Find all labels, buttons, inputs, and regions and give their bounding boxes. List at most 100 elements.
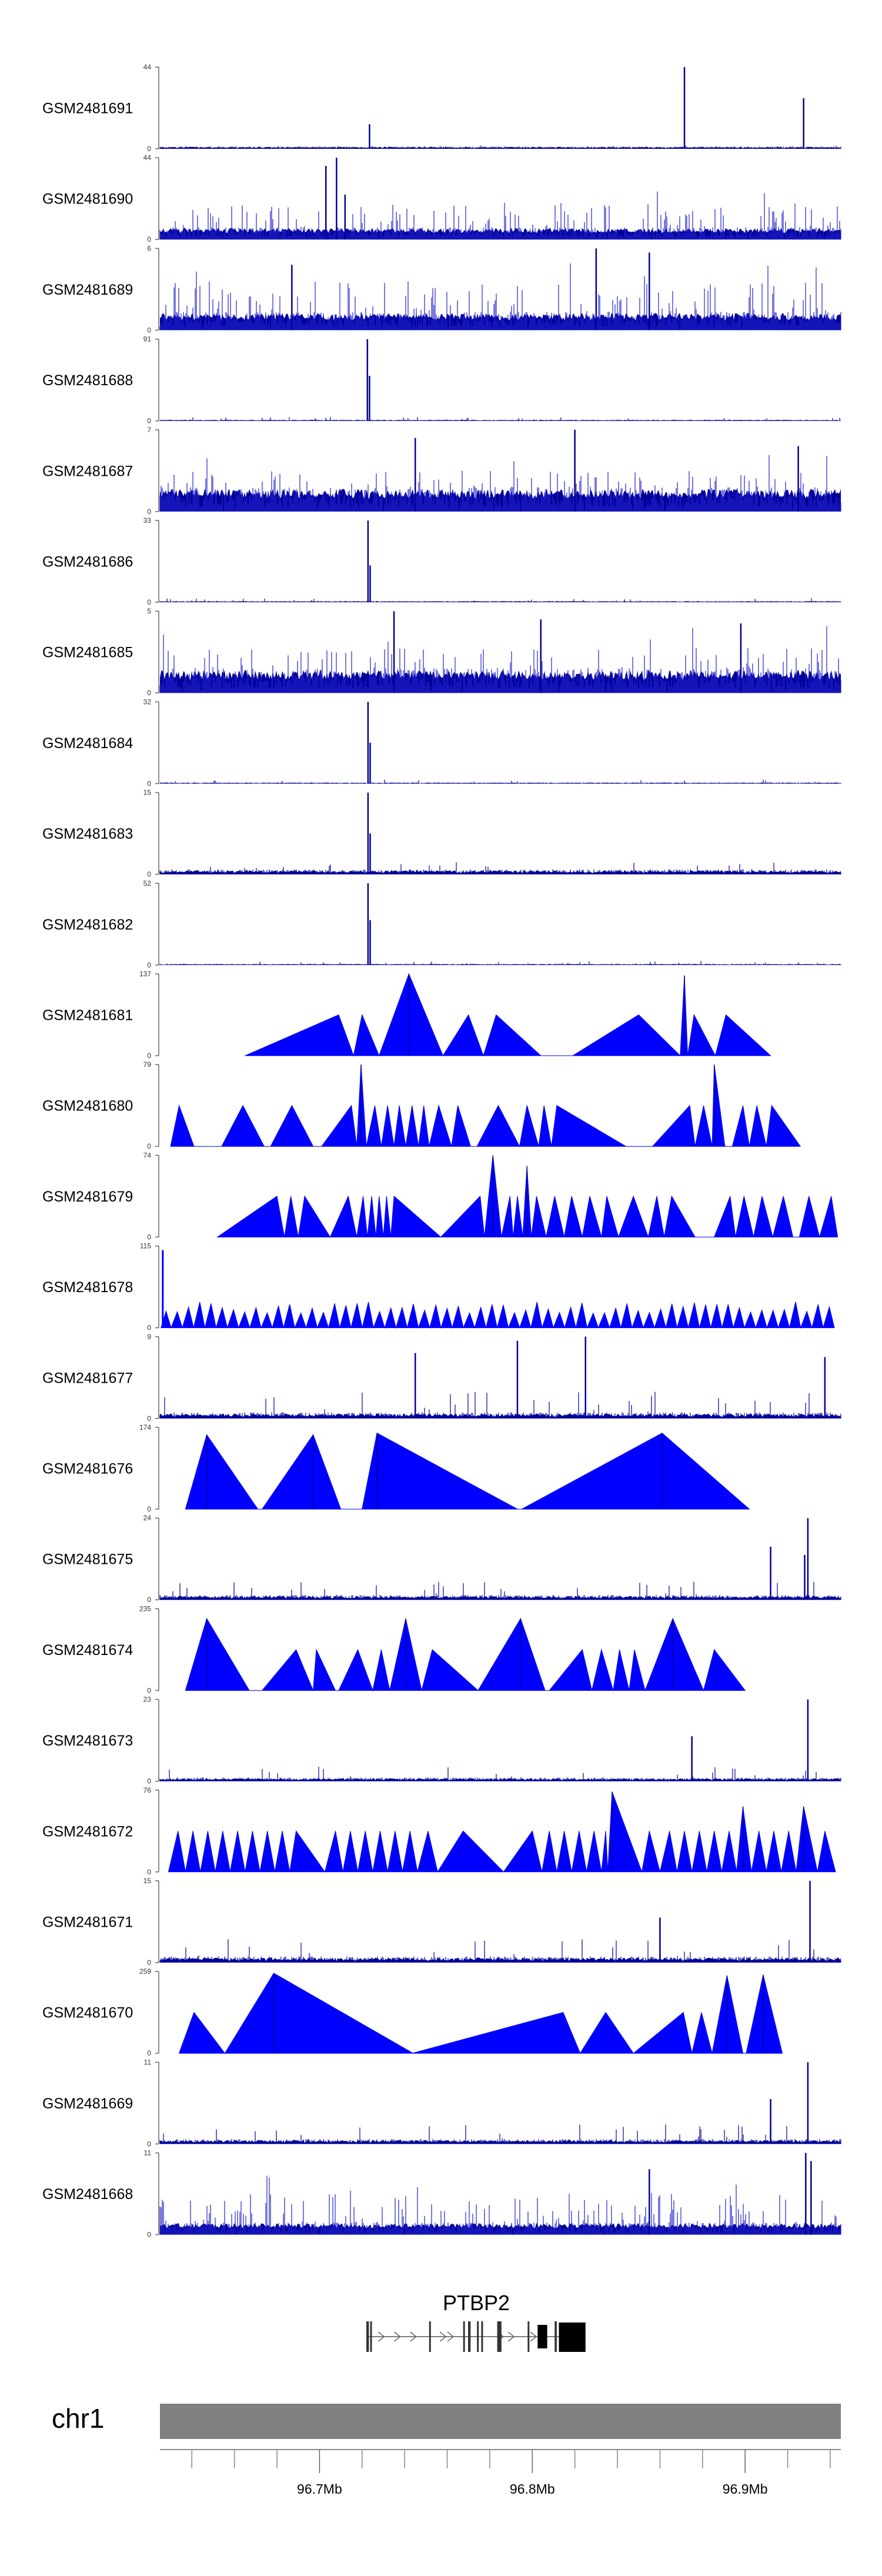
x-axis-tick-label: 96.8Mb [510, 2481, 555, 2497]
gene-name-label: PTBP2 [443, 2291, 510, 2315]
track-GSM2481682: GSM2481682 52 0 [42, 879, 841, 969]
track-GSM2481691: GSM2481691 44 0 [42, 63, 841, 153]
y-max-label: 32 [143, 698, 152, 706]
gene-exon [537, 2325, 547, 2348]
coverage-bars [159, 1392, 841, 1419]
track-GSM2481687: GSM2481687 7 0 [42, 426, 841, 516]
track-label: GSM2481679 [42, 1189, 133, 1205]
track-GSM2481689: GSM2481689 6 0 [42, 244, 841, 334]
strand-arrow [530, 2331, 537, 2342]
y-min-label: 0 [147, 235, 151, 243]
track-GSM2481670: GSM2481670 259 0 [42, 1967, 783, 2057]
y-min-label: 0 [147, 1505, 151, 1513]
track-label: GSM2481674 [42, 1642, 133, 1659]
y-max-label: 74 [143, 1151, 152, 1159]
coverage-area [168, 1791, 836, 1873]
track-label: GSM2481670 [42, 2005, 133, 2021]
y-min-label: 0 [147, 1596, 151, 1604]
gene-exon [527, 2321, 530, 2352]
y-max-label: 11 [144, 2058, 152, 2066]
gene-exon [429, 2321, 431, 2352]
track-GSM2481680: GSM2481680 79 0 [42, 1060, 801, 1150]
track-label: GSM2481676 [42, 1461, 133, 1477]
track-GSM2481676: GSM2481676 174 0 [42, 1423, 750, 1513]
y-max-label: 23 [143, 1696, 152, 1704]
strand-arrow [439, 2331, 447, 2342]
y-max-label: 76 [143, 1786, 152, 1794]
y-min-label: 0 [147, 2231, 151, 2239]
track-GSM2481674: GSM2481674 235 0 [42, 1604, 746, 1694]
y-max-label: 174 [139, 1423, 151, 1432]
coverage-bars [159, 1581, 841, 1600]
coverage-area [216, 1155, 838, 1239]
track-GSM2481686: GSM2481686 33 0 [42, 516, 841, 606]
track-label: GSM2481690 [42, 191, 133, 208]
strand-arrow [394, 2331, 401, 2342]
gene-exon [481, 2321, 483, 2352]
track-GSM2481672: GSM2481672 76 0 [42, 1786, 836, 1876]
coverage-bars [159, 191, 841, 240]
y-max-label: 91 [143, 335, 152, 343]
y-min-label: 0 [147, 1868, 151, 1876]
y-min-label: 0 [147, 689, 151, 697]
track-label: GSM2481688 [42, 372, 133, 389]
coverage-area [245, 973, 771, 1057]
y-min-label: 0 [147, 145, 151, 153]
coverage-bars [159, 598, 841, 602]
strand-arrow [377, 2331, 385, 2342]
track-GSM2481690: GSM2481690 44 0 [42, 154, 841, 243]
y-max-label: 44 [143, 154, 152, 162]
strand-arrow [410, 2331, 417, 2342]
strand-arrow [507, 2331, 515, 2342]
track-GSM2481679: GSM2481679 74 0 [42, 1151, 838, 1241]
gene-exon [477, 2321, 479, 2352]
track-GSM2481671: GSM2481671 15 0 [42, 1877, 841, 1967]
track-label: GSM2481686 [42, 554, 133, 570]
track-GSM2481673: GSM2481673 23 0 [42, 1696, 841, 1786]
track-label: GSM2481682 [42, 916, 133, 933]
gene-exon [370, 2321, 372, 2352]
track-GSM2481668: GSM2481668 11 0 [42, 2149, 841, 2239]
y-max-label: 79 [143, 1060, 152, 1069]
track-GSM2481675: GSM2481675 24 0 [42, 1514, 841, 1604]
coverage-bars [159, 417, 840, 421]
gene-exon [559, 2323, 586, 2352]
y-max-label: 52 [143, 879, 152, 887]
track-GSM2481685: GSM2481685 5 0 [42, 607, 841, 697]
track-label: GSM2481681 [42, 1007, 133, 1024]
x-axis-tick-label: 96.9Mb [723, 2481, 768, 2497]
coverage-area [178, 1973, 783, 2054]
track-label: GSM2481684 [42, 735, 133, 752]
track-label: GSM2481683 [42, 826, 133, 842]
track-label: GSM2481678 [42, 1279, 133, 1296]
coverage-bars [159, 145, 841, 149]
coverage-bars [159, 961, 841, 965]
coverage-area [170, 1065, 801, 1147]
track-label: GSM2481675 [42, 1551, 133, 1568]
gene-annotation-track: PTBP2 [366, 2291, 586, 2352]
track-GSM2481677: GSM2481677 9 0 [42, 1333, 841, 1423]
coverage-bars [159, 1767, 841, 1781]
y-min-label: 0 [147, 417, 151, 425]
y-min-label: 0 [147, 1414, 151, 1423]
y-max-label: 235 [139, 1604, 151, 1613]
track-label: GSM2481685 [42, 645, 133, 661]
y-max-label: 15 [143, 1877, 152, 1885]
y-min-label: 0 [147, 961, 151, 969]
y-max-label: 9 [147, 1333, 151, 1341]
y-min-label: 0 [147, 1142, 151, 1150]
coverage-area [185, 1432, 750, 1510]
track-GSM2481688: GSM2481688 91 0 [42, 335, 841, 425]
coverage-area [161, 1302, 835, 1329]
track-label: GSM2481687 [42, 463, 133, 479]
x-axis-tick-label: 96.7Mb [297, 2481, 342, 2497]
track-GSM2481683: GSM2481683 15 0 [42, 789, 841, 879]
gene-exon [463, 2321, 465, 2352]
gene-exon [554, 2321, 557, 2352]
y-max-label: 44 [143, 63, 152, 71]
y-min-label: 0 [147, 598, 151, 606]
y-max-label: 6 [147, 244, 151, 252]
strand-arrow [447, 2331, 455, 2342]
y-min-label: 0 [147, 326, 151, 334]
